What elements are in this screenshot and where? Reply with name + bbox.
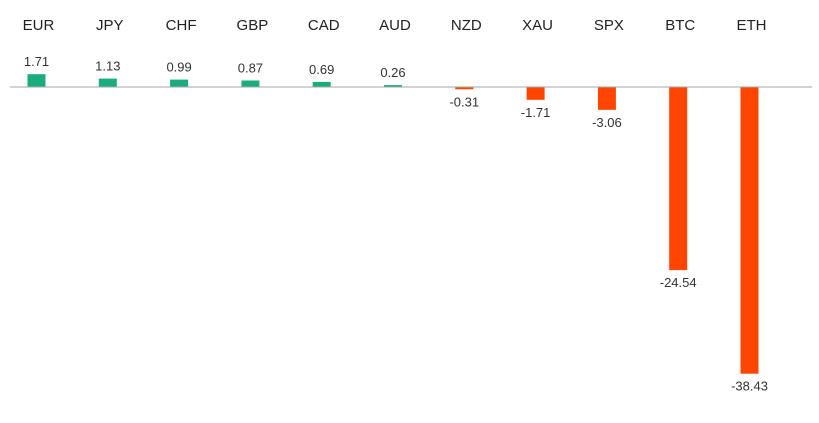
bar-jpy (98, 78, 117, 87)
category-label-jpy: JPY (96, 17, 124, 34)
value-label-btc: -24.54 (660, 275, 697, 290)
category-label-nzd: NZD (451, 17, 482, 34)
value-label-gbp: 0.87 (238, 61, 263, 76)
category-label-eth: ETH (737, 17, 767, 34)
bar-cad (312, 81, 331, 87)
bar-aud (384, 85, 402, 87)
category-label-xau: XAU (522, 17, 553, 34)
category-label-eur: EUR (23, 17, 55, 34)
bar-spx (597, 87, 616, 110)
bar-nzd (455, 87, 474, 90)
bars-group (27, 74, 759, 374)
category-label-gbp: GBP (237, 17, 269, 34)
value-label-nzd: -0.31 (449, 94, 479, 109)
value-labels: 1.71 1.13 0.99 0.87 0.69 0.26 -0.31 -1.71 -3.06 -… (24, 54, 768, 394)
bar-gbp (241, 80, 260, 87)
value-label-eur: 1.71 (24, 54, 49, 69)
value-label-aud: 0.26 (380, 65, 405, 80)
category-label-aud: AUD (379, 17, 411, 34)
value-label-eth: -38.43 (731, 379, 768, 394)
category-label-cad: CAD (308, 17, 340, 34)
value-label-chf: 0.99 (166, 60, 191, 75)
bar-eur (27, 74, 46, 87)
value-label-xau: -1.71 (521, 105, 551, 120)
bar-xau (526, 87, 545, 100)
category-label-btc: BTC (665, 17, 695, 34)
value-label-cad: 0.69 (309, 62, 334, 77)
category-labels: EUR JPY CHF GBP CAD AUD NZD XAU SPX BTC ETH (23, 17, 767, 34)
category-label-spx: SPX (594, 17, 624, 34)
value-label-spx: -3.06 (592, 115, 622, 130)
category-label-chf: CHF (166, 17, 197, 34)
bar-btc (669, 87, 688, 271)
bar-eth (740, 87, 759, 374)
bar-chf (170, 79, 189, 87)
value-label-jpy: 1.13 (95, 59, 120, 74)
